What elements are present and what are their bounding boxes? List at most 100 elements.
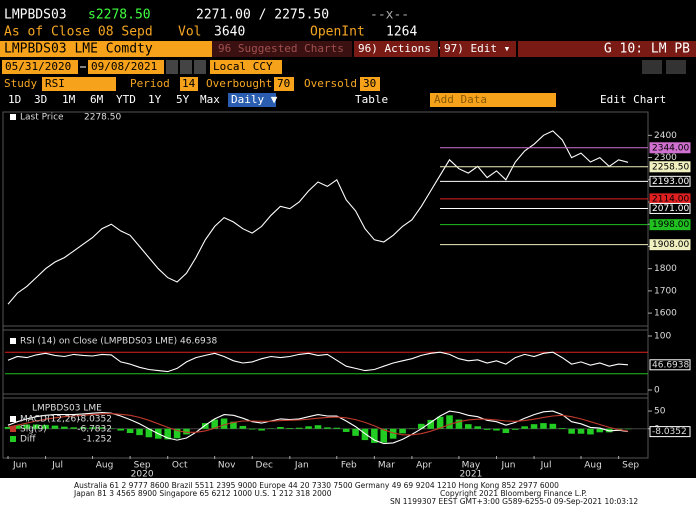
- page-bar: [518, 41, 696, 57]
- x-tick-label: Feb: [341, 461, 357, 471]
- end-field[interactable]: [88, 60, 164, 74]
- footer-line: Copyright 2021 Bloomberg Finance L.P.: [440, 489, 587, 498]
- oversold[interactable]: 30: [363, 77, 376, 90]
- y-tick-label: 100: [654, 332, 671, 342]
- oversold-field[interactable]: [360, 77, 380, 91]
- level-label: 1908.00: [652, 240, 689, 250]
- end-date[interactable]: 09/08/2021: [91, 60, 157, 73]
- x-tick-label: Mar: [378, 461, 395, 471]
- level-box: [649, 161, 691, 173]
- y-tick-label: 1800: [654, 264, 677, 274]
- diff-bar: [399, 428, 406, 434]
- table[interactable]: Table: [355, 93, 388, 106]
- frequency-field[interactable]: [228, 93, 276, 107]
- diff-bar: [314, 425, 322, 429]
- period[interactable]: 14: [182, 77, 196, 90]
- level-box: [649, 219, 691, 231]
- add-data[interactable]: Add Data: [434, 93, 487, 106]
- start-field[interactable]: [2, 60, 78, 74]
- period-field[interactable]: [180, 77, 198, 91]
- line-series: [7, 351, 629, 373]
- diff-bar: [145, 428, 153, 438]
- legend-swatch: [10, 426, 16, 432]
- diff-bar: [493, 428, 500, 431]
- undo-button[interactable]: [642, 60, 662, 74]
- x-tick-label: Sep: [622, 461, 639, 471]
- diff-bar: [427, 419, 435, 429]
- rsi-last: 46.6938: [180, 337, 217, 347]
- y-tick-label: 0: [654, 386, 660, 396]
- diff-bar: [126, 428, 134, 434]
- as-of: As of Close 08 Sepd: [4, 25, 153, 40]
- period-button[interactable]: 1Y: [148, 93, 162, 106]
- cal-button[interactable]: [166, 60, 178, 74]
- footer-line: Japan 81 3 4565 8900 Singapore 65 6212 1…: [73, 489, 332, 498]
- diff-bar: [502, 428, 510, 434]
- year-label: 2021: [459, 470, 482, 480]
- y-tick-label: 1700: [654, 286, 677, 296]
- next-button[interactable]: [194, 60, 206, 74]
- suggested-bar: [212, 41, 352, 57]
- actions-button[interactable]: [354, 41, 438, 57]
- line-series: [7, 413, 629, 436]
- period-button[interactable]: Max: [200, 93, 220, 106]
- bid-ask: 2271.00 / 2275.50: [196, 8, 329, 23]
- legend-swatch: [10, 416, 16, 422]
- prev-button[interactable]: [180, 60, 192, 74]
- diff-bar: [389, 428, 397, 439]
- frequency[interactable]: Daily ▼: [231, 93, 278, 106]
- diff-bar: [32, 424, 40, 429]
- diff-bar: [371, 428, 378, 443]
- vol-label: Vol: [178, 25, 201, 40]
- diff-bar: [380, 428, 388, 443]
- diff-bar: [352, 428, 359, 436]
- diff-bar: [549, 423, 557, 429]
- last-box: [649, 426, 691, 438]
- start-date[interactable]: 05/31/2020: [5, 60, 71, 73]
- edit-chart[interactable]: Edit Chart: [600, 93, 666, 106]
- security[interactable]: LMPBDS03 LME Comdty: [4, 42, 153, 57]
- overbought[interactable]: 70: [277, 77, 290, 90]
- x-tick-label: Nov: [218, 461, 236, 471]
- diff-bar: [98, 427, 106, 429]
- legend-value: -8.0352: [77, 415, 112, 425]
- period-button[interactable]: 1D: [8, 93, 21, 106]
- period-button[interactable]: 1M: [62, 93, 76, 106]
- diff-bar: [14, 425, 21, 429]
- y-tick-label: 50: [654, 407, 666, 417]
- level-box: [649, 239, 691, 251]
- diff-bar: [23, 424, 31, 429]
- diff-bar: [70, 427, 78, 429]
- level-label: 2344.00: [652, 143, 689, 153]
- period-button[interactable]: YTD: [116, 93, 136, 106]
- x-tick-label: May: [462, 461, 481, 471]
- overbought-field[interactable]: [274, 77, 294, 91]
- add-data-field[interactable]: [430, 93, 556, 107]
- period-button[interactable]: 3D: [34, 93, 47, 106]
- legend-swatch: [10, 114, 16, 120]
- edit-button[interactable]: [440, 41, 516, 57]
- study[interactable]: RSI: [45, 77, 65, 90]
- redo-button[interactable]: [666, 60, 686, 74]
- y-tick-label: 2400: [654, 131, 677, 141]
- actions[interactable]: 96) Actions ▾: [358, 42, 444, 55]
- currency[interactable]: Local CCY: [213, 60, 273, 73]
- y-tick-label: 2300: [654, 153, 677, 163]
- ccy-field[interactable]: [210, 60, 282, 74]
- oversold-label: Oversold: [304, 77, 357, 90]
- study-field[interactable]: [42, 77, 116, 91]
- period-label: Period: [130, 77, 170, 90]
- edit[interactable]: 97) Edit ▾: [444, 42, 510, 55]
- x-tick-label: Jan: [294, 461, 309, 471]
- legend-value: -6.7832: [77, 425, 112, 435]
- diff-bar: [277, 427, 284, 429]
- diff-bar: [558, 428, 566, 429]
- footer-line: Australia 61 2 9777 8600 Brazil 5511 239…: [74, 481, 559, 490]
- period-button[interactable]: 5Y: [176, 93, 190, 106]
- period-button[interactable]: 6M: [90, 93, 104, 106]
- suggested-charts[interactable]: 96 Suggested Charts: [218, 42, 344, 55]
- diff-bar: [596, 428, 604, 433]
- level-label: 2071.00: [652, 204, 689, 214]
- x-tick-label: Oct: [172, 461, 188, 471]
- diff-bar: [324, 427, 331, 429]
